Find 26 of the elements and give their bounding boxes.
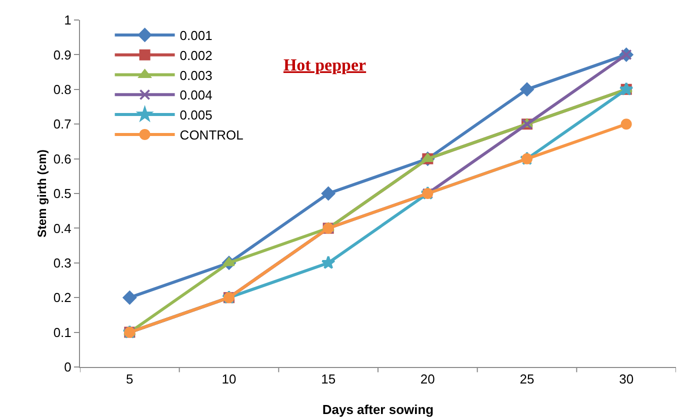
y-tick-label: 0	[64, 360, 72, 375]
legend-label: 0.005	[180, 108, 212, 123]
legend-label: CONTROL	[180, 128, 244, 143]
y-tick-label: 0.7	[53, 116, 72, 132]
legend-label: 0.002	[180, 48, 212, 63]
legend-label: 0.001	[180, 28, 212, 44]
x-tick-label: 15	[321, 372, 336, 387]
x-tick-label: 25	[520, 372, 534, 387]
y-tick-label: 0.5	[53, 186, 72, 202]
text: Hot pepper	[283, 55, 367, 74]
x-tick-label: 5	[126, 372, 134, 387]
y-tick-label: 0.8	[53, 82, 72, 97]
y-tick-label: 0.3	[53, 255, 72, 270]
x-tick-label: 20	[420, 372, 435, 387]
legend-label: 0.004	[180, 88, 212, 103]
y-tick-label: 0.4	[53, 220, 72, 236]
y-tick-label: 1	[64, 12, 72, 28]
x-tick-label: 10	[222, 372, 236, 387]
legend-label: 0.003	[180, 68, 212, 83]
x-tick-label: 30	[619, 372, 634, 387]
y-tick-label: 0.6	[53, 151, 72, 166]
x-axis-title: Days after sowing	[322, 402, 434, 417]
y-tick-label: 0.1	[53, 324, 72, 340]
y-axis-title: Stem girth (cm)	[35, 149, 49, 238]
y-tick-label: 0.2	[53, 290, 72, 306]
y-tick-label: 0.9	[53, 47, 72, 62]
